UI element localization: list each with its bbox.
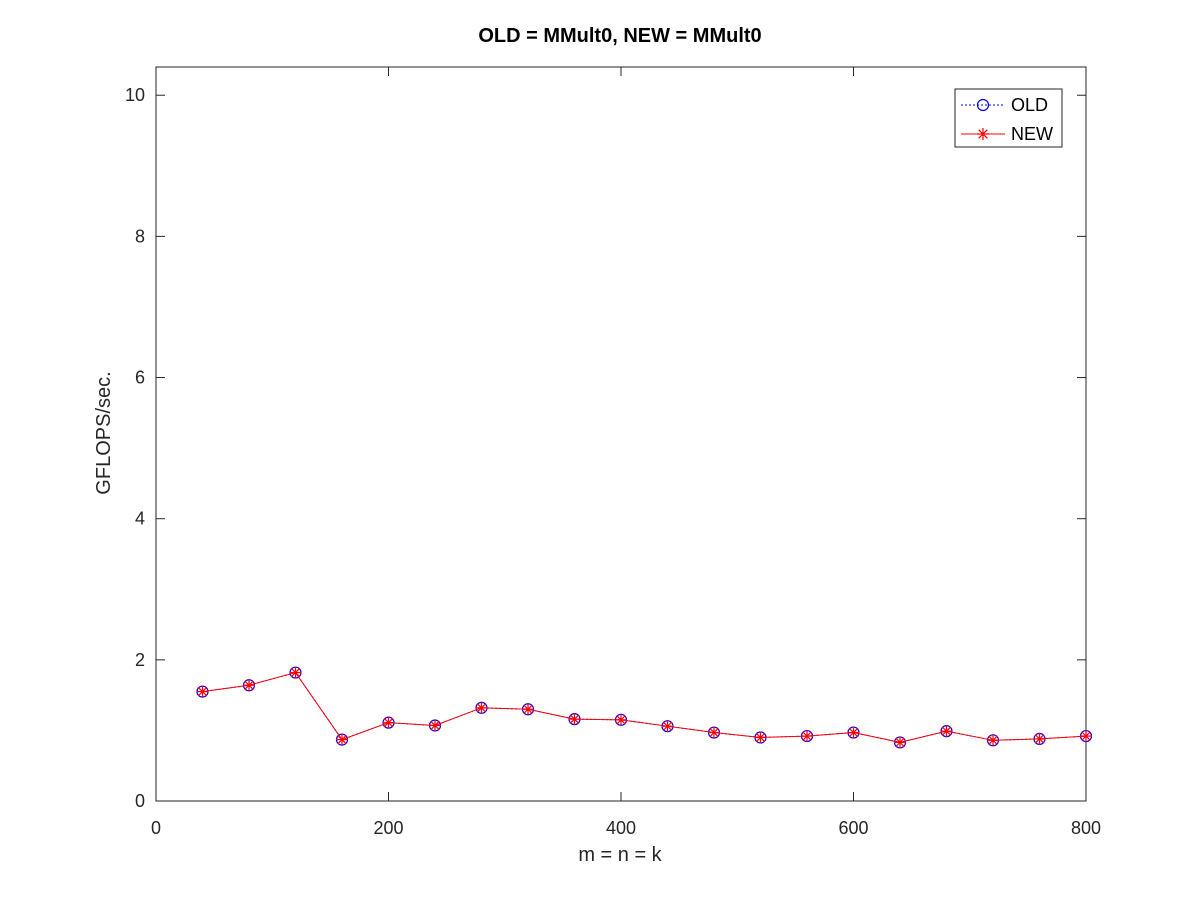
x-tick-label: 800 [1071, 818, 1101, 838]
data-point-new [987, 734, 999, 747]
data-point-new [429, 719, 441, 732]
data-point-new [1033, 732, 1046, 745]
data-point-new [243, 679, 255, 692]
x-tick-label: 0 [151, 818, 161, 838]
x-tick-label: 200 [373, 818, 403, 838]
data-point-new [336, 733, 348, 746]
data-point-new [847, 726, 860, 739]
data-point-new [661, 720, 674, 733]
legend-marker-old [976, 98, 990, 112]
legend[interactable]: OLD NEW [954, 88, 1063, 148]
y-axis-label: GFLOPS/sec. [93, 371, 115, 494]
data-point-new [615, 713, 627, 726]
y-tick-label: 10 [125, 85, 145, 105]
data-point-new [196, 685, 209, 698]
y-tick-label: 6 [135, 368, 145, 388]
data-point-new [894, 736, 906, 749]
data-point-new [382, 716, 395, 729]
x-axis-label: m = n = k [578, 844, 662, 866]
data-point-new [289, 666, 302, 679]
data-point-new [475, 701, 488, 714]
y-tick-label: 2 [135, 650, 145, 670]
chart-title: OLD = MMult0, NEW = MMult0 [478, 25, 761, 47]
data-point-new [940, 725, 953, 738]
data-point-new [522, 703, 534, 716]
y-tick-label: 0 [135, 791, 145, 811]
data-point-new [754, 731, 767, 744]
y-tick-label: 8 [135, 226, 145, 246]
legend-box [954, 88, 1063, 148]
data-point-new [568, 713, 581, 726]
axes-box [155, 66, 1087, 802]
legend-label-new: NEW [1011, 124, 1053, 144]
data-point-new [1080, 730, 1092, 743]
series-line-new [202, 671, 1087, 743]
data-point-new [708, 726, 720, 739]
legend-marker-new [977, 128, 989, 140]
y-tick-label: 4 [135, 509, 145, 529]
legend-label-old: OLD [1011, 95, 1048, 115]
x-tick-label: 400 [606, 818, 636, 838]
x-tick-label: 600 [838, 818, 868, 838]
data-point-new [801, 730, 813, 743]
plot-area: 0 200 400 600 800 0 2 4 6 8 10 [125, 66, 1101, 838]
